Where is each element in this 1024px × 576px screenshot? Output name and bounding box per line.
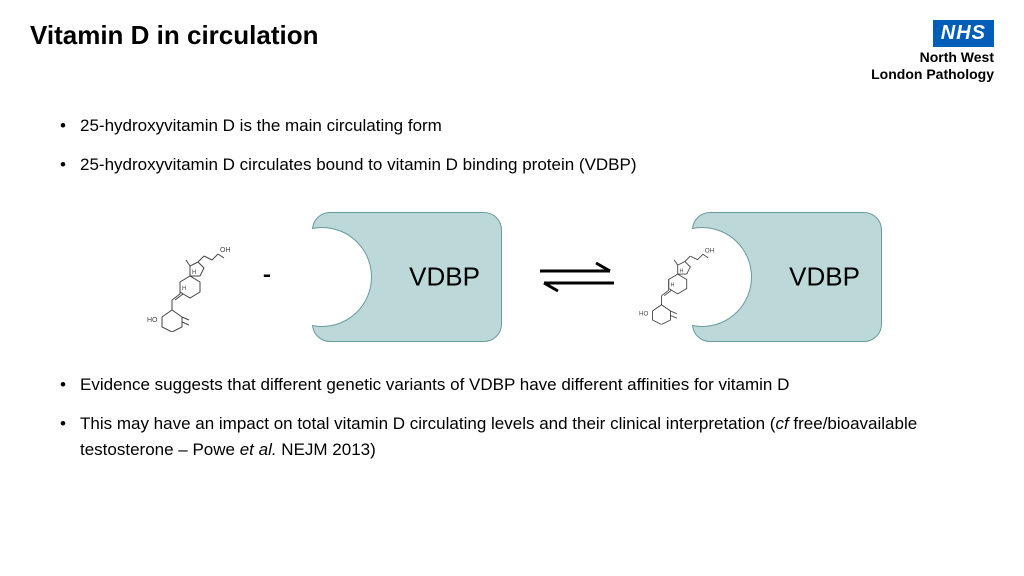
logo-subtitle-1: North West bbox=[871, 49, 994, 66]
svg-text:H: H bbox=[192, 270, 196, 276]
logo-subtitle-2: London Pathology bbox=[871, 66, 994, 83]
svg-text:OH: OH bbox=[705, 247, 715, 254]
bullet-list-bottom: Evidence suggests that different genetic… bbox=[60, 372, 964, 463]
list-item: This may have an impact on total vitamin… bbox=[60, 411, 964, 462]
list-item: 25-hydroxyvitamin D is the main circulat… bbox=[60, 113, 964, 139]
vitamin-d-molecule-icon: HO OH H H bbox=[142, 222, 232, 332]
vitamin-d-molecule-bound-icon: HO OH H H bbox=[634, 225, 715, 324]
page-title: Vitamin D in circulation bbox=[30, 20, 318, 51]
list-item: Evidence suggests that different genetic… bbox=[60, 372, 964, 398]
svg-text:OH: OH bbox=[220, 247, 231, 254]
vdbp-label: VDBP bbox=[409, 261, 480, 292]
bound-complex: VDBP HO bbox=[652, 212, 882, 342]
list-item: 25-hydroxyvitamin D circulates bound to … bbox=[60, 152, 964, 178]
nhs-logo-icon: NHS bbox=[933, 20, 994, 47]
svg-text:HO: HO bbox=[147, 317, 158, 324]
vdbp-label-bound: VDBP bbox=[789, 261, 860, 292]
svg-text:H: H bbox=[670, 282, 674, 288]
nhs-logo-block: NHS North West London Pathology bbox=[871, 20, 994, 83]
binding-diagram: HO OH H H bbox=[0, 192, 1024, 352]
vdbp-protein-shape: VDBP bbox=[312, 212, 502, 342]
svg-text:H: H bbox=[182, 286, 186, 292]
svg-text:HO: HO bbox=[639, 310, 649, 317]
bullet-list-top: 25-hydroxyvitamin D is the main circulat… bbox=[60, 113, 964, 178]
equilibrium-arrow-icon bbox=[532, 257, 622, 297]
svg-text:H: H bbox=[679, 268, 683, 274]
